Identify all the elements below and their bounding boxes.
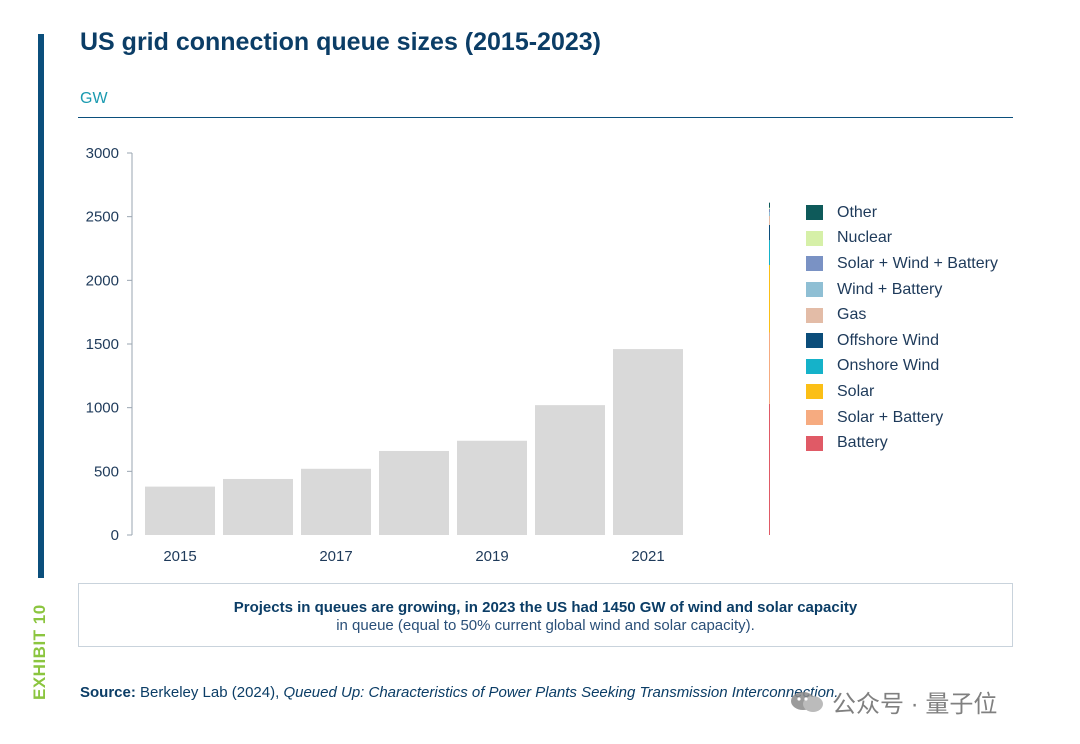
callout-box: Projects in queues are growing, in 2023 … xyxy=(78,583,1013,647)
legend-label: Solar + Battery xyxy=(837,408,944,426)
legend-label: Other xyxy=(837,203,878,221)
legend-item-onshore-wind: Onshore Wind xyxy=(806,354,998,380)
bar-2023-gas xyxy=(769,216,770,225)
bar-2018 xyxy=(379,450,449,535)
bar-2016 xyxy=(223,478,293,535)
legend-item-other: Other xyxy=(806,200,998,226)
bar-chart: 0 500 1000 1500 2000 2500 3000 2015 2017 2019 2021… xyxy=(86,145,770,565)
callout-body: in queue (equal to 50% current global wi… xyxy=(336,617,755,634)
watermark: 公众号 · 量子位 xyxy=(790,684,997,719)
legend-item-solar: Solar xyxy=(806,379,998,405)
bar-2020 xyxy=(535,405,605,535)
legend-item-gas: Gas xyxy=(806,302,998,328)
accent-bar xyxy=(38,34,44,578)
source-note: Source: Berkeley Lab (2024), Queued Up: … xyxy=(80,684,838,701)
x-tick-label: 2017 xyxy=(319,548,352,565)
legend-swatch xyxy=(806,282,823,298)
bar-2015 xyxy=(145,486,215,535)
y-tick-label: 1000 xyxy=(86,400,119,417)
exhibit-label: EXHIBIT 10 xyxy=(30,604,49,700)
legend-item-battery: Battery xyxy=(806,430,998,456)
legend-label: Gas xyxy=(837,306,867,324)
bar-2023-nuclear xyxy=(769,207,770,210)
y-tick-label: 3000 xyxy=(86,145,119,162)
legend-label: Onshore Wind xyxy=(837,357,940,375)
y-axis-unit: GW xyxy=(80,90,108,107)
callout-headline: Projects in queues are growing, in 2023 … xyxy=(233,599,858,616)
y-tick-label: 0 xyxy=(111,527,119,544)
legend-swatch xyxy=(806,333,823,349)
bar-2023-onshore-wind xyxy=(769,240,770,266)
y-tick-label: 500 xyxy=(94,463,119,480)
legend-label: Wind + Battery xyxy=(837,280,943,298)
x-tick-label: 2021 xyxy=(631,548,664,565)
bar-2023-solar-battery xyxy=(769,332,770,404)
legend-swatch xyxy=(806,435,823,451)
bar-2023-battery xyxy=(769,403,770,535)
bar-2023-solar-wind-battery xyxy=(769,209,770,213)
legend-swatch xyxy=(806,230,823,246)
legend-item-offshore-wind: Offshore Wind xyxy=(806,328,998,354)
bar-2023-offshore-wind xyxy=(769,224,770,241)
bar-2023-other xyxy=(769,202,770,208)
source-text: Berkeley Lab (2024), xyxy=(140,684,280,701)
y-tick-label: 2000 xyxy=(86,272,119,289)
chart-title: US grid connection queue sizes (2015-202… xyxy=(80,28,601,56)
y-tick-label: 2500 xyxy=(86,209,119,226)
legend-label: Solar + Wind + Battery xyxy=(837,254,998,272)
legend-label: Nuclear xyxy=(837,229,893,247)
legend-swatch xyxy=(806,205,823,221)
legend-label: Battery xyxy=(837,434,888,452)
source-label: Source: xyxy=(80,684,136,701)
legend-swatch xyxy=(806,410,823,426)
legend-swatch xyxy=(806,358,823,374)
bar-2019 xyxy=(457,440,527,535)
bar-2023-solar xyxy=(769,265,770,333)
legend-label: Solar xyxy=(837,382,875,400)
chart-legend: Other Nuclear Solar + Wind + Battery Wind +… xyxy=(806,200,998,456)
y-tick-label: 1500 xyxy=(86,336,119,353)
legend-swatch xyxy=(806,256,823,272)
bar-2021 xyxy=(613,349,683,535)
watermark-text: 公众号 · 量子位 xyxy=(832,691,998,718)
legend-swatch xyxy=(806,384,823,400)
legend-item-wind-battery: Wind + Battery xyxy=(806,277,998,303)
source-title: Queued Up: Characteristics of Power Plan… xyxy=(283,684,839,701)
bar-2017 xyxy=(301,468,371,535)
x-tick-label: 2015 xyxy=(163,548,196,565)
bar-2023-wind-battery xyxy=(769,212,770,217)
wechat-icon xyxy=(791,691,823,712)
legend-item-solar-battery: Solar + Battery xyxy=(806,405,998,431)
legend-label: Offshore Wind xyxy=(837,331,939,349)
title-divider xyxy=(78,117,1013,118)
legend-item-solar-wind-battery: Solar + Wind + Battery xyxy=(806,251,998,277)
legend-swatch xyxy=(806,307,823,323)
x-tick-label: 2019 xyxy=(475,548,508,565)
legend-item-nuclear: Nuclear xyxy=(806,226,998,252)
